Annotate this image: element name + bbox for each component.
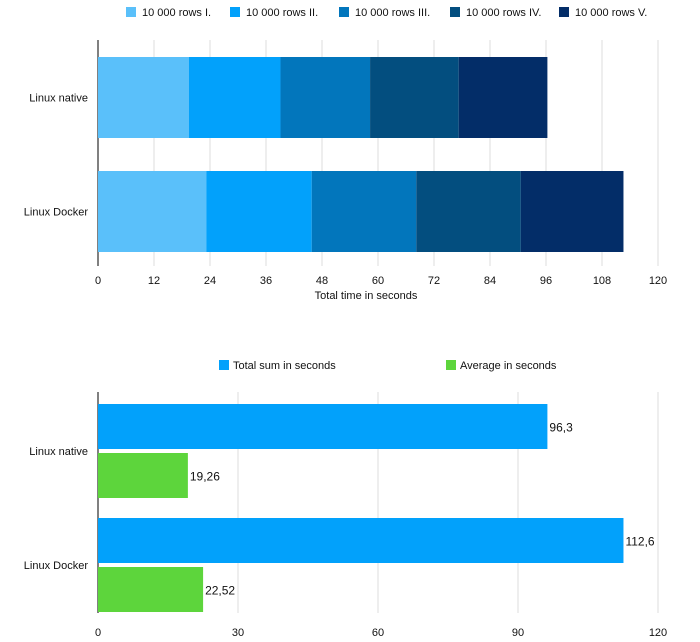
- x-tick-label: 72: [428, 275, 440, 287]
- legend-label-10-000-rows-iv: 10 000 rows IV.: [466, 7, 541, 19]
- sum-average-chart: Total sum in seconds Average in seconds 0 3…: [24, 360, 667, 639]
- legend-label-10-000-rows-iii: 10 000 rows III.: [355, 7, 430, 19]
- bar-segment-10-000-rows-v-linux-docker: [520, 171, 624, 252]
- bar-average-in-seconds-linux-native: [98, 453, 188, 498]
- category-label-linux-docker: Linux Docker: [24, 560, 89, 572]
- x-tick-label: 120: [649, 627, 667, 639]
- x-tick-label: 96: [540, 275, 552, 287]
- legend-swatch-10-000-rows-iii: [339, 7, 349, 17]
- x-tick-label: 48: [316, 275, 328, 287]
- data-label-average-in-seconds-linux-docker: 22,52: [205, 584, 235, 598]
- bar-total-sum-in-seconds-linux-docker: [98, 518, 624, 563]
- bar-segment-10-000-rows-iii-linux-native: [280, 57, 371, 138]
- legend-swatch-total-sum-in-seconds: [219, 360, 229, 370]
- x-tick-label: 30: [232, 627, 244, 639]
- legend-label-10-000-rows-ii: 10 000 rows II.: [246, 7, 318, 19]
- bar-segment-10-000-rows-v-linux-native: [458, 57, 548, 138]
- x-axis-title: Total time in seconds: [315, 290, 418, 302]
- bar-segment-10-000-rows-ii-linux-native: [189, 57, 281, 138]
- legend-label-10-000-rows-i: 10 000 rows I.: [142, 7, 211, 19]
- bar-segment-10-000-rows-iv-linux-native: [370, 57, 459, 138]
- x-tick-label: 12: [148, 275, 160, 287]
- category-label-linux-native: Linux native: [29, 446, 88, 458]
- x-tick-label: 108: [593, 275, 611, 287]
- x-tick-label: 120: [649, 275, 667, 287]
- bar-segment-10-000-rows-iv-linux-docker: [416, 171, 521, 252]
- bar-segment-10-000-rows-i-linux-native: [98, 57, 189, 138]
- legend-swatch-10-000-rows-iv: [450, 7, 460, 17]
- legend-swatch-10-000-rows-v: [559, 7, 569, 17]
- legend-swatch-10-000-rows-i: [126, 7, 136, 17]
- legend-label-average-in-seconds: Average in seconds: [460, 360, 557, 372]
- x-tick-label: 0: [95, 627, 101, 639]
- x-tick-label: 60: [372, 627, 384, 639]
- category-label-linux-native: Linux native: [29, 93, 88, 105]
- bar-total-sum-in-seconds-linux-native: [98, 404, 548, 449]
- legend-label-10-000-rows-v: 10 000 rows V.: [575, 7, 647, 19]
- x-tick-label: 60: [372, 275, 384, 287]
- legend-swatch-10-000-rows-ii: [230, 7, 240, 17]
- x-tick-label: 24: [204, 275, 216, 287]
- x-tick-label: 0: [95, 275, 101, 287]
- stacked-time-chart: 10 000 rows I. 10 000 rows II. 10 000 rows…: [24, 7, 667, 302]
- bar-segment-10-000-rows-i-linux-docker: [98, 171, 207, 252]
- x-tick-label: 36: [260, 275, 272, 287]
- data-label-average-in-seconds-linux-native: 19,26: [190, 470, 220, 484]
- bar-segment-10-000-rows-ii-linux-docker: [206, 171, 312, 252]
- bar-average-in-seconds-linux-docker: [98, 567, 204, 612]
- bar-segment-10-000-rows-iii-linux-docker: [311, 171, 417, 252]
- category-label-linux-docker: Linux Docker: [24, 207, 89, 219]
- data-label-total-sum-in-seconds-linux-native: 96,3: [549, 421, 573, 435]
- legend-swatch-average-in-seconds: [446, 360, 456, 370]
- data-label-total-sum-in-seconds-linux-docker: 112,6: [625, 535, 654, 549]
- legend-label-total-sum-in-seconds: Total sum in seconds: [233, 360, 336, 372]
- x-tick-label: 90: [512, 627, 524, 639]
- x-tick-label: 84: [484, 275, 496, 287]
